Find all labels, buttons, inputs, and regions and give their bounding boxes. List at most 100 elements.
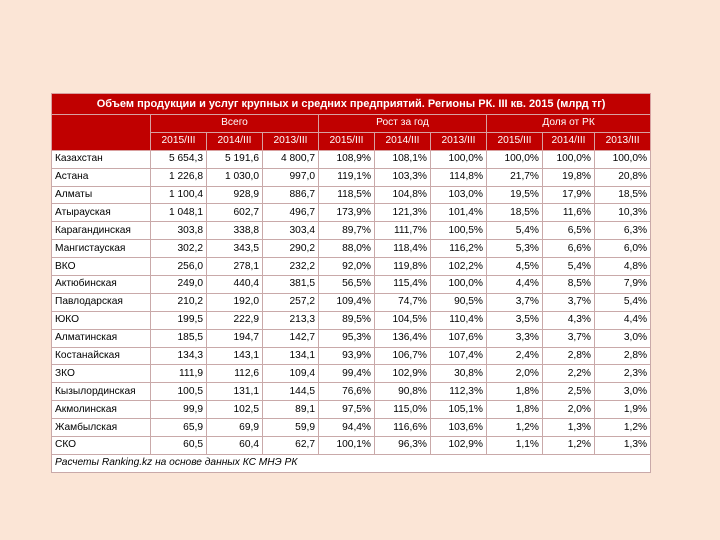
value-cell: 100,0% [542, 149, 595, 169]
value-cell: 100,0% [430, 275, 487, 294]
period-header: 2015/III [486, 131, 543, 151]
value-cell: 213,3 [262, 310, 319, 330]
region-name: Павлодарская [51, 292, 151, 312]
value-cell: 4,8% [593, 257, 652, 277]
value-cell: 3,7% [486, 292, 543, 312]
value-cell: 100,0% [486, 149, 543, 169]
table-row: Акмолинская 99,9 102,5 89,1 97,5% 115,0% 105,1… [51, 400, 652, 420]
value-cell: 4 800,7 [262, 149, 319, 169]
value-cell: 1,2% [486, 418, 543, 438]
value-cell: 111,7% [374, 221, 431, 241]
value-cell: 1,3% [542, 418, 595, 438]
value-cell: 11,6% [542, 203, 595, 223]
group-header-growth: Рост за год [318, 114, 487, 133]
value-cell: 60,4 [206, 436, 263, 455]
value-cell: 142,7 [262, 328, 319, 348]
value-cell: 99,4% [318, 364, 375, 384]
value-cell: 119,8% [374, 257, 431, 277]
value-cell: 89,7% [318, 221, 375, 241]
table-row: Мангистауская 302,2 343,5 290,2 88,0% 118,4% 1… [51, 239, 652, 259]
region-name: СКО [51, 436, 151, 455]
value-cell: 1,3% [593, 436, 652, 455]
value-cell: 928,9 [206, 185, 263, 205]
value-cell: 6,3% [593, 221, 652, 241]
region-name: Карагандинская [51, 221, 151, 241]
region-name: Казахстан [51, 149, 151, 169]
value-cell: 602,7 [206, 203, 263, 223]
group-header-share: Доля от РК [485, 114, 652, 133]
value-cell: 3,0% [593, 382, 652, 402]
source-note: Расчеты Ranking.kz на основе данных КС М… [50, 453, 652, 473]
value-cell: 121,3% [374, 203, 431, 223]
value-cell: 5 654,3 [150, 149, 207, 169]
value-cell: 100,5% [430, 221, 487, 241]
value-cell: 185,5 [150, 328, 207, 348]
table-row: СКО 60,5 60,4 62,7 100,1% 96,3% 102,9% 1,1% 1,2%… [51, 436, 652, 455]
value-cell: 10,3% [593, 203, 652, 223]
value-cell: 5 191,6 [206, 149, 263, 169]
value-cell: 89,5% [318, 310, 375, 330]
table-row: Павлодарская 210,2 192,0 257,2 109,4% 74,7% 90… [51, 292, 652, 312]
value-cell: 3,5% [486, 310, 543, 330]
region-name: Алматинская [51, 328, 151, 348]
region-name: Костанайская [51, 346, 151, 366]
value-cell: 1 100,4 [150, 185, 207, 205]
value-cell: 56,5% [318, 275, 375, 294]
value-cell: 2,0% [542, 400, 595, 420]
table-row: Алматы 1 100,4 928,9 886,7 118,5% 104,8% 103,0… [51, 185, 652, 205]
value-cell: 2,4% [486, 346, 543, 366]
value-cell: 20,8% [593, 167, 652, 187]
value-cell: 2,3% [593, 364, 652, 384]
value-cell: 108,1% [374, 149, 431, 169]
period-header: 2013/III [262, 131, 319, 151]
value-cell: 102,9% [374, 364, 431, 384]
value-cell: 111,9 [150, 364, 207, 384]
table-row: Актюбинская 249,0 440,4 381,5 56,5% 115,4% 100… [51, 275, 652, 294]
region-name: Акмолинская [51, 400, 151, 420]
value-cell: 62,7 [262, 436, 319, 455]
value-cell: 3,3% [486, 328, 543, 348]
period-header: 2014/III [374, 131, 431, 151]
table-row: Карагандинская 303,8 338,8 303,4 89,7% 111,7%… [51, 221, 652, 241]
value-cell: 60,5 [150, 436, 207, 455]
region-name: Атырауская [51, 203, 151, 223]
value-cell: 109,4 [262, 364, 319, 384]
value-cell: 30,8% [430, 364, 487, 384]
region-name: ЗКО [51, 364, 151, 384]
table-row: Атырауская 1 048,1 602,7 496,7 173,9% 121,3% 1… [51, 203, 652, 223]
period-header: 2015/III [318, 131, 375, 151]
value-cell: 249,0 [150, 275, 207, 294]
value-cell: 338,8 [206, 221, 263, 241]
value-cell: 19,8% [542, 167, 595, 187]
value-cell: 115,4% [374, 275, 431, 294]
value-cell: 109,4% [318, 292, 375, 312]
value-cell: 257,2 [262, 292, 319, 312]
value-cell: 89,1 [262, 400, 319, 420]
value-cell: 144,5 [262, 382, 319, 402]
value-cell: 2,5% [542, 382, 595, 402]
value-cell: 381,5 [262, 275, 319, 294]
period-header: 2014/III [542, 131, 595, 151]
value-cell: 21,7% [486, 167, 543, 187]
value-cell: 4,4% [486, 275, 543, 294]
value-cell: 96,3% [374, 436, 431, 455]
value-cell: 118,5% [318, 185, 375, 205]
value-cell: 103,6% [430, 418, 487, 438]
period-header: 2013/III [593, 131, 652, 151]
value-cell: 143,1 [206, 346, 263, 366]
value-cell: 112,3% [430, 382, 487, 402]
value-cell: 4,4% [593, 310, 652, 330]
table-body: Казахстан 5 654,3 5 191,6 4 800,7 108,9% 108,… [51, 149, 652, 455]
value-cell: 7,9% [593, 275, 652, 294]
value-cell: 210,2 [150, 292, 207, 312]
table-row: Кызылординская 100,5 131,1 144,5 76,6% 90,8% 1… [51, 382, 652, 402]
value-cell: 173,9% [318, 203, 375, 223]
value-cell: 119,1% [318, 167, 375, 187]
value-cell: 440,4 [206, 275, 263, 294]
value-cell: 1 226,8 [150, 167, 207, 187]
value-cell: 88,0% [318, 239, 375, 259]
value-cell: 102,2% [430, 257, 487, 277]
value-cell: 886,7 [262, 185, 319, 205]
value-cell: 496,7 [262, 203, 319, 223]
value-cell: 18,5% [593, 185, 652, 205]
